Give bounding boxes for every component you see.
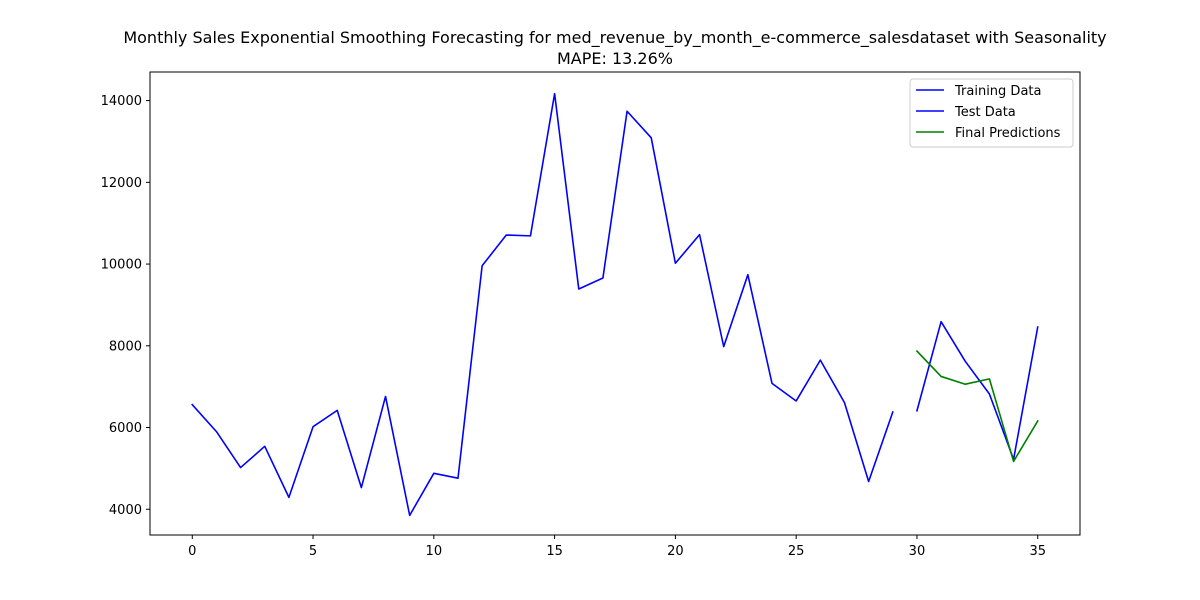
legend-label-1: Training Data — [954, 84, 1041, 99]
legend-label-2: Test Data — [954, 105, 1016, 120]
legend-label-3: Final Predictions — [955, 126, 1061, 141]
x-axis-ticks: 0 5 10 15 20 25 30 35 — [188, 535, 1046, 559]
y-tick-label: 8000 — [109, 339, 142, 354]
x-tick-label: 30 — [909, 544, 926, 559]
legend-items: Training Data Test Data Final Predictions — [916, 84, 1061, 141]
y-tick-label: 12000 — [101, 176, 142, 191]
y-tick-label: 10000 — [101, 258, 142, 273]
series-line-3 — [915, 349, 1039, 463]
x-tick-label: 25 — [788, 544, 805, 559]
legend: Training Data Test Data Final Predictions — [909, 78, 1074, 148]
series-layer — [191, 92, 1039, 517]
legend-box — [909, 78, 1074, 148]
chart-title: Monthly Sales Exponential Smoothing Fore… — [123, 28, 1106, 48]
x-tick-label: 20 — [667, 544, 684, 559]
plot-area-frame — [149, 71, 1081, 536]
x-tick-label: 5 — [309, 544, 317, 559]
x-tick-label: 15 — [546, 544, 563, 559]
x-tick-label: 10 — [426, 544, 443, 559]
y-tick-label: 6000 — [109, 421, 142, 436]
x-tick-label: 0 — [188, 544, 196, 559]
series-line-1 — [191, 92, 894, 517]
series-line-2 — [915, 320, 1039, 461]
chart-subtitle: MAPE: 13.26% — [557, 49, 673, 68]
y-tick-label: 4000 — [109, 503, 142, 518]
x-tick-label: 35 — [1029, 544, 1046, 559]
y-tick-label: 14000 — [101, 94, 142, 109]
y-axis-ticks: 4000 6000 8000 10000 12000 14000 — [101, 94, 150, 518]
